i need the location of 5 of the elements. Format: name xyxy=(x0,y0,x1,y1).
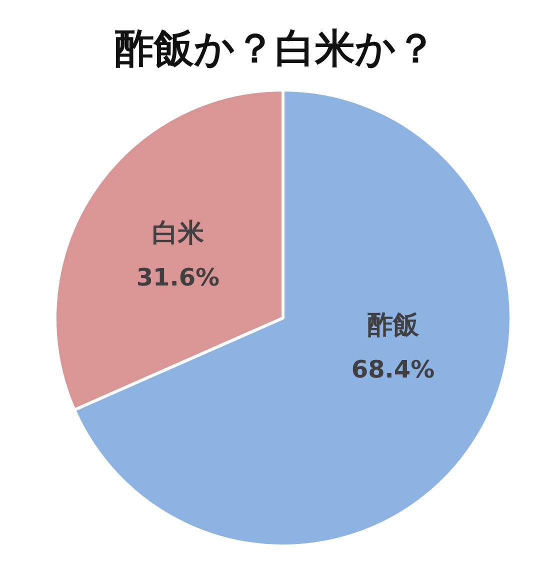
slice-label: 白米 xyxy=(152,218,204,248)
data-label: 68.4% xyxy=(351,356,435,384)
data-label: 31.6% xyxy=(136,263,220,292)
chart-title: 酢飯か？白米か？ xyxy=(114,26,436,72)
slice-label: 酢飯 xyxy=(367,310,420,341)
